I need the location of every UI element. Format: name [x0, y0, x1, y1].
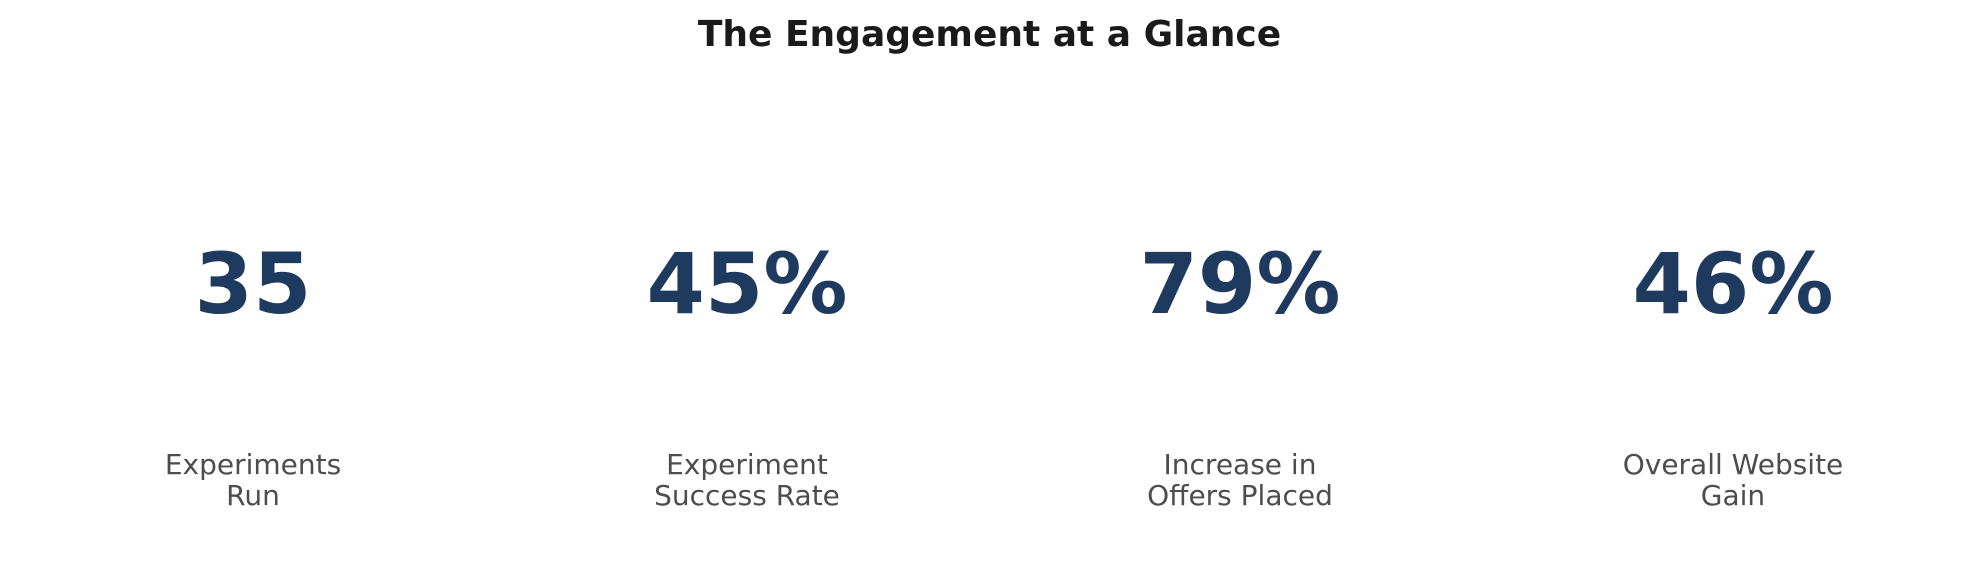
kpi-label-line: Experiments [164, 448, 342, 481]
kpi-label: Experiments Run [6, 449, 500, 511]
kpi-label: Experiment Success Rate [500, 449, 994, 511]
kpi-label-line: Offers Placed [1147, 479, 1333, 512]
kpi-card-experiments-run: 35 Experiments Run [6, 0, 500, 581]
kpi-label-line: Increase in [1163, 448, 1317, 481]
kpi-value: 46% [1632, 235, 1834, 333]
kpi-label-line: Success Rate [654, 479, 840, 512]
kpi-value: 79% [1139, 235, 1341, 333]
kpi-label-line: Run [226, 479, 280, 512]
kpi-card-experiment-success-rate: 45% Experiment Success Rate [500, 0, 994, 581]
kpi-label: Increase in Offers Placed [993, 449, 1487, 511]
kpi-label-line: Gain [1700, 479, 1766, 512]
kpi-card-increase-in-offers-placed: 79% Increase in Offers Placed [993, 0, 1487, 581]
kpi-value: 35 [194, 235, 312, 333]
kpi-label-line: Experiment [666, 448, 828, 481]
kpi-label-line: Overall Website [1622, 448, 1844, 481]
chart-title: The Engagement at a Glance [697, 14, 1282, 55]
kpi-card-overall-website-gain: 46% Overall Website Gain [1486, 0, 1979, 581]
kpi-value: 45% [646, 235, 848, 333]
kpi-label: Overall Website Gain [1486, 449, 1979, 511]
